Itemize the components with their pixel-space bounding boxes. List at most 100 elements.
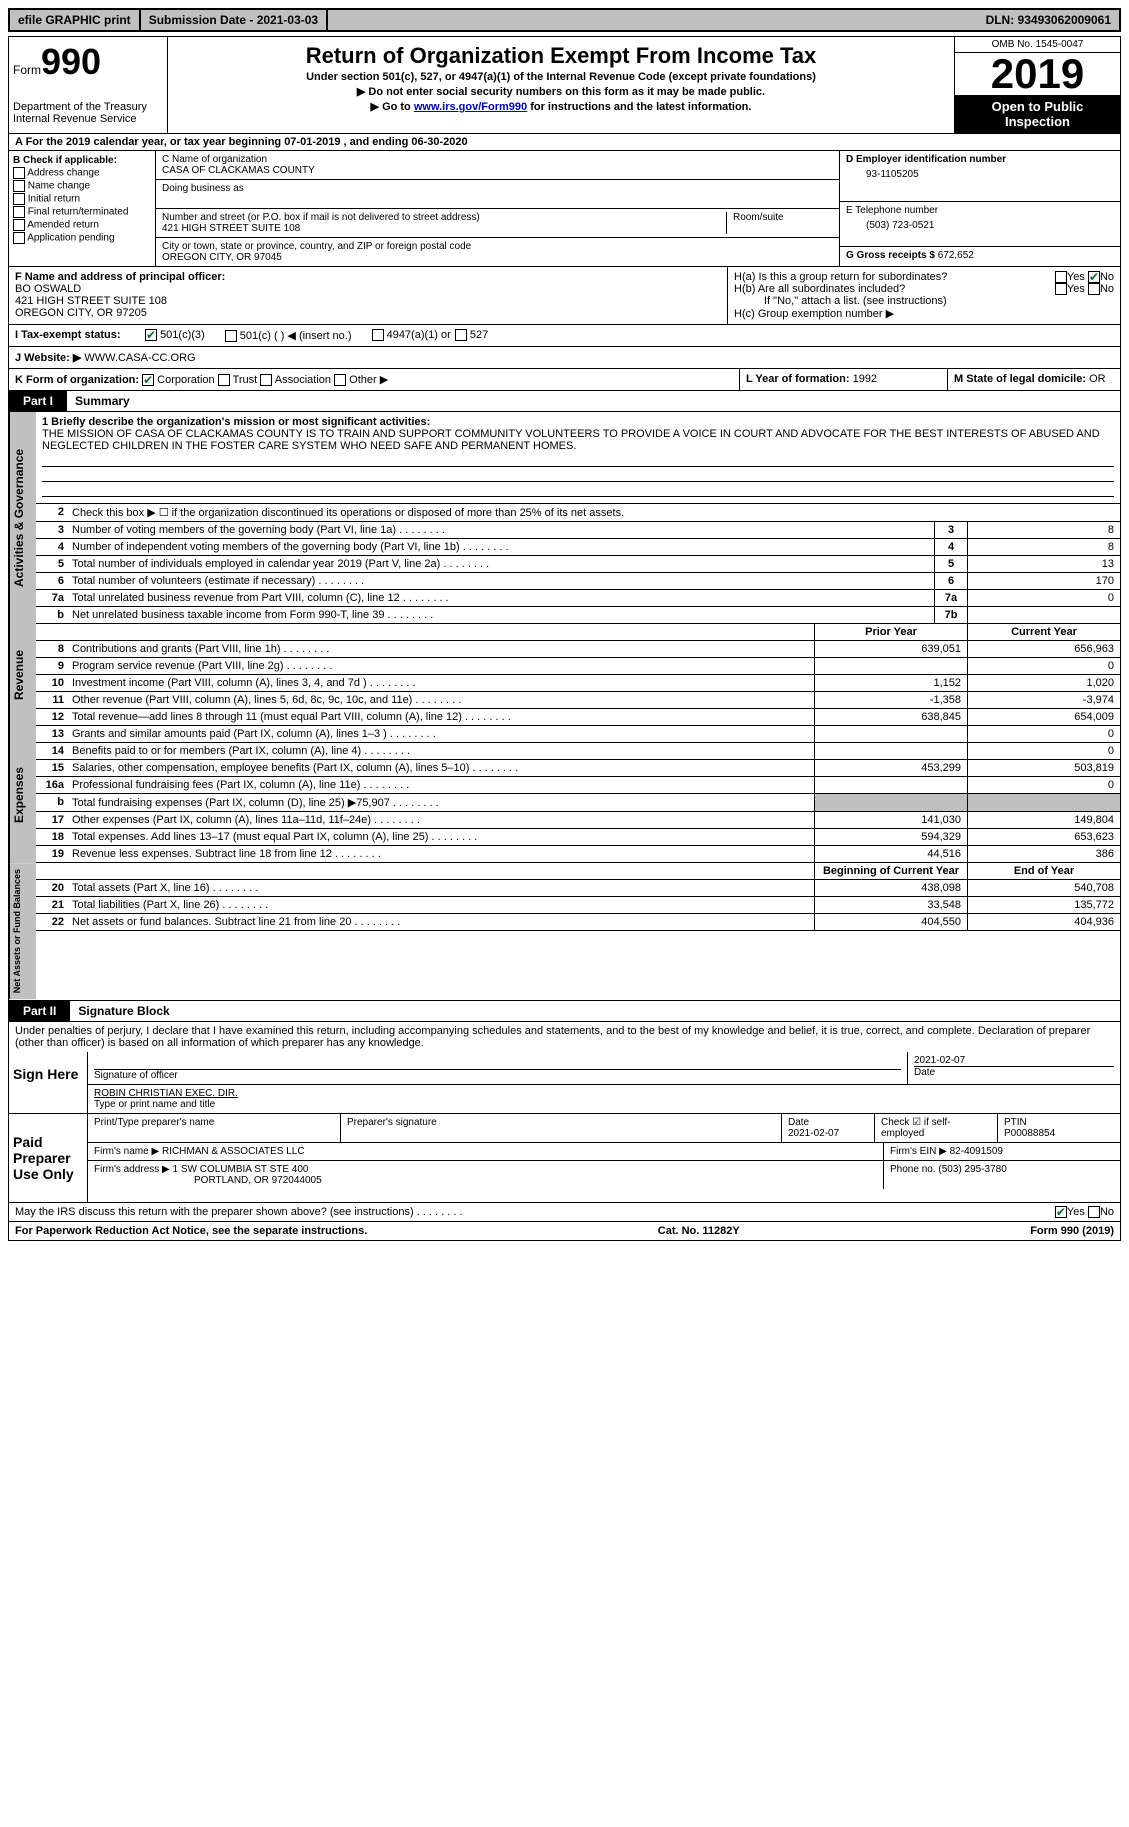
cb-trust[interactable] [218,374,230,386]
footer-right: Form 990 (2019) [1030,1225,1114,1237]
table-row: b Net unrelated business taxable income … [36,607,1120,624]
cb-discuss-yes[interactable] [1055,1206,1067,1218]
hb-label: H(b) Are all subordinates included? [734,283,905,295]
website-value: WWW.CASA-CC.ORG [84,352,195,364]
table-row: 18Total expenses. Add lines 13–17 (must … [36,829,1120,846]
sign-here-label: Sign Here [9,1052,88,1113]
sig-date: 2021-02-07 [914,1055,1114,1067]
paid-preparer-block: Paid Preparer Use Only Print/Type prepar… [8,1114,1121,1203]
gross-receipts-label: G Gross receipts $ [846,250,935,261]
section-j-label: J Website: ▶ [15,352,81,364]
table-row: 3 Number of voting members of the govern… [36,522,1120,539]
org-name-label: C Name of organization [162,154,833,165]
table-row: 13Grants and similar amounts paid (Part … [36,726,1120,743]
hb-note: If "No," attach a list. (see instruction… [734,295,1114,307]
identity-block: B Check if applicable: Address change Na… [8,151,1121,267]
cb-corp[interactable] [142,374,154,386]
part2-tab: Part II [9,1001,70,1021]
year-formation: 1992 [853,373,877,385]
col-begin: Beginning of Current Year [814,863,967,879]
firm-addr-label: Firm's address ▶ [94,1164,170,1175]
table-row: 17Other expenses (Part IX, column (A), l… [36,812,1120,829]
cb-other[interactable] [334,374,346,386]
submission-date: Submission Date - 2021-03-03 [141,10,328,30]
ptin-value: P00088854 [1004,1128,1055,1139]
netassets-section: Net Assets or Fund Balances Beginning of… [8,863,1121,1000]
footer-mid: Cat. No. 11282Y [658,1225,740,1237]
cb-address-change[interactable]: Address change [13,167,151,179]
ssn-note: ▶ Do not enter social security numbers o… [172,85,950,98]
ein-value: 93-1105205 [846,169,1114,180]
col-end: End of Year [967,863,1120,879]
cb-4947[interactable] [372,329,384,341]
section-m-label: M State of legal domicile: [954,373,1086,385]
table-row: 15Salaries, other compensation, employee… [36,760,1120,777]
part1-tab: Part I [9,391,67,411]
table-row: 5 Total number of individuals employed i… [36,556,1120,573]
cb-app-pending[interactable]: Application pending [13,232,151,244]
sig-date-label: Date [914,1067,935,1078]
org-form-row: K Form of organization: Corporation Trus… [8,369,1121,391]
irs-link[interactable]: www.irs.gov/Form990 [414,101,527,113]
dept-treasury: Department of the Treasury Internal Reve… [13,101,163,125]
cb-final-return[interactable]: Final return/terminated [13,206,151,218]
top-bar: efile GRAPHIC print Submission Date - 20… [8,8,1121,32]
cb-assoc[interactable] [260,374,272,386]
firm-addr1: 1 SW COLUMBIA ST STE 400 [173,1164,309,1175]
cb-amended[interactable]: Amended return [13,219,151,231]
table-row: 16aProfessional fundraising fees (Part I… [36,777,1120,794]
phone-label: E Telephone number [846,205,1114,216]
prep-name-label: Print/Type preparer's name [88,1114,341,1142]
table-row: 11Other revenue (Part VIII, column (A), … [36,692,1120,709]
table-row: 22Net assets or fund balances. Subtract … [36,914,1120,931]
ein-label: D Employer identification number [846,154,1114,165]
cb-501c3[interactable] [145,329,157,341]
table-row: 10Investment income (Part VIII, column (… [36,675,1120,692]
officer-printed-name: ROBIN CHRISTIAN EXEC. DIR. [94,1088,1114,1099]
officer-group-block: F Name and address of principal officer:… [8,267,1121,325]
dba-label: Doing business as [162,183,833,194]
firm-ein: 82-4091509 [950,1146,1003,1157]
firm-name: RICHMAN & ASSOCIATES LLC [162,1146,305,1157]
perjury-text: Under penalties of perjury, I declare th… [8,1022,1121,1052]
efile-print[interactable]: efile GRAPHIC print [10,10,141,30]
ha-label: H(a) Is this a group return for subordin… [734,271,947,283]
table-row: 7a Total unrelated business revenue from… [36,590,1120,607]
state-domicile: OR [1089,373,1106,385]
part1-header: Part I Summary [8,391,1121,412]
table-row: 6 Total number of volunteers (estimate i… [36,573,1120,590]
section-i-label: I Tax-exempt status: [15,329,145,342]
cb-501c[interactable] [225,330,237,342]
cb-name-change[interactable]: Name change [13,180,151,192]
officer-name-label: Type or print name and title [94,1099,215,1110]
ptin-label: PTIN [1004,1117,1027,1128]
table-row: 4 Number of independent voting members o… [36,539,1120,556]
side-na: Net Assets or Fund Balances [9,863,36,999]
expenses-section: Expenses 13Grants and similar amounts pa… [8,726,1121,863]
cb-527[interactable] [455,329,467,341]
table-row: 12Total revenue—add lines 8 through 11 (… [36,709,1120,726]
tax-period: A For the 2019 calendar year, or tax yea… [8,134,1121,151]
section-l-label: L Year of formation: [746,373,850,385]
cb-initial-return[interactable]: Initial return [13,193,151,205]
form-subtitle: Under section 501(c), 527, or 4947(a)(1)… [172,71,950,83]
mission-text: THE MISSION OF CASA OF CLACKAMAS COUNTY … [42,428,1114,452]
governance-section: Activities & Governance 1 Briefly descri… [8,412,1121,624]
cb-discuss-no[interactable] [1088,1206,1100,1218]
discuss-row: May the IRS discuss this return with the… [8,1203,1121,1222]
form-header: Form990 Department of the Treasury Inter… [8,36,1121,134]
prep-check-label: Check ☑ if self-employed [875,1114,998,1142]
tax-year: 2019 [955,53,1120,95]
form-title: Return of Organization Exempt From Incom… [172,43,950,69]
side-exp: Expenses [9,726,36,863]
officer-street: 421 HIGH STREET SUITE 108 [15,295,721,307]
city-state-zip: OREGON CITY, OR 97045 [162,252,833,263]
table-row: 8Contributions and grants (Part VIII, li… [36,641,1120,658]
side-gov: Activities & Governance [9,412,36,624]
part1-title: Summary [67,391,138,411]
prep-sig-label: Preparer's signature [341,1114,782,1142]
firm-ein-label: Firm's EIN ▶ [890,1146,947,1157]
gross-receipts-value: 672,652 [938,250,974,261]
phone-value: (503) 723-0521 [846,220,1114,231]
paid-preparer-label: Paid Preparer Use Only [9,1114,88,1202]
